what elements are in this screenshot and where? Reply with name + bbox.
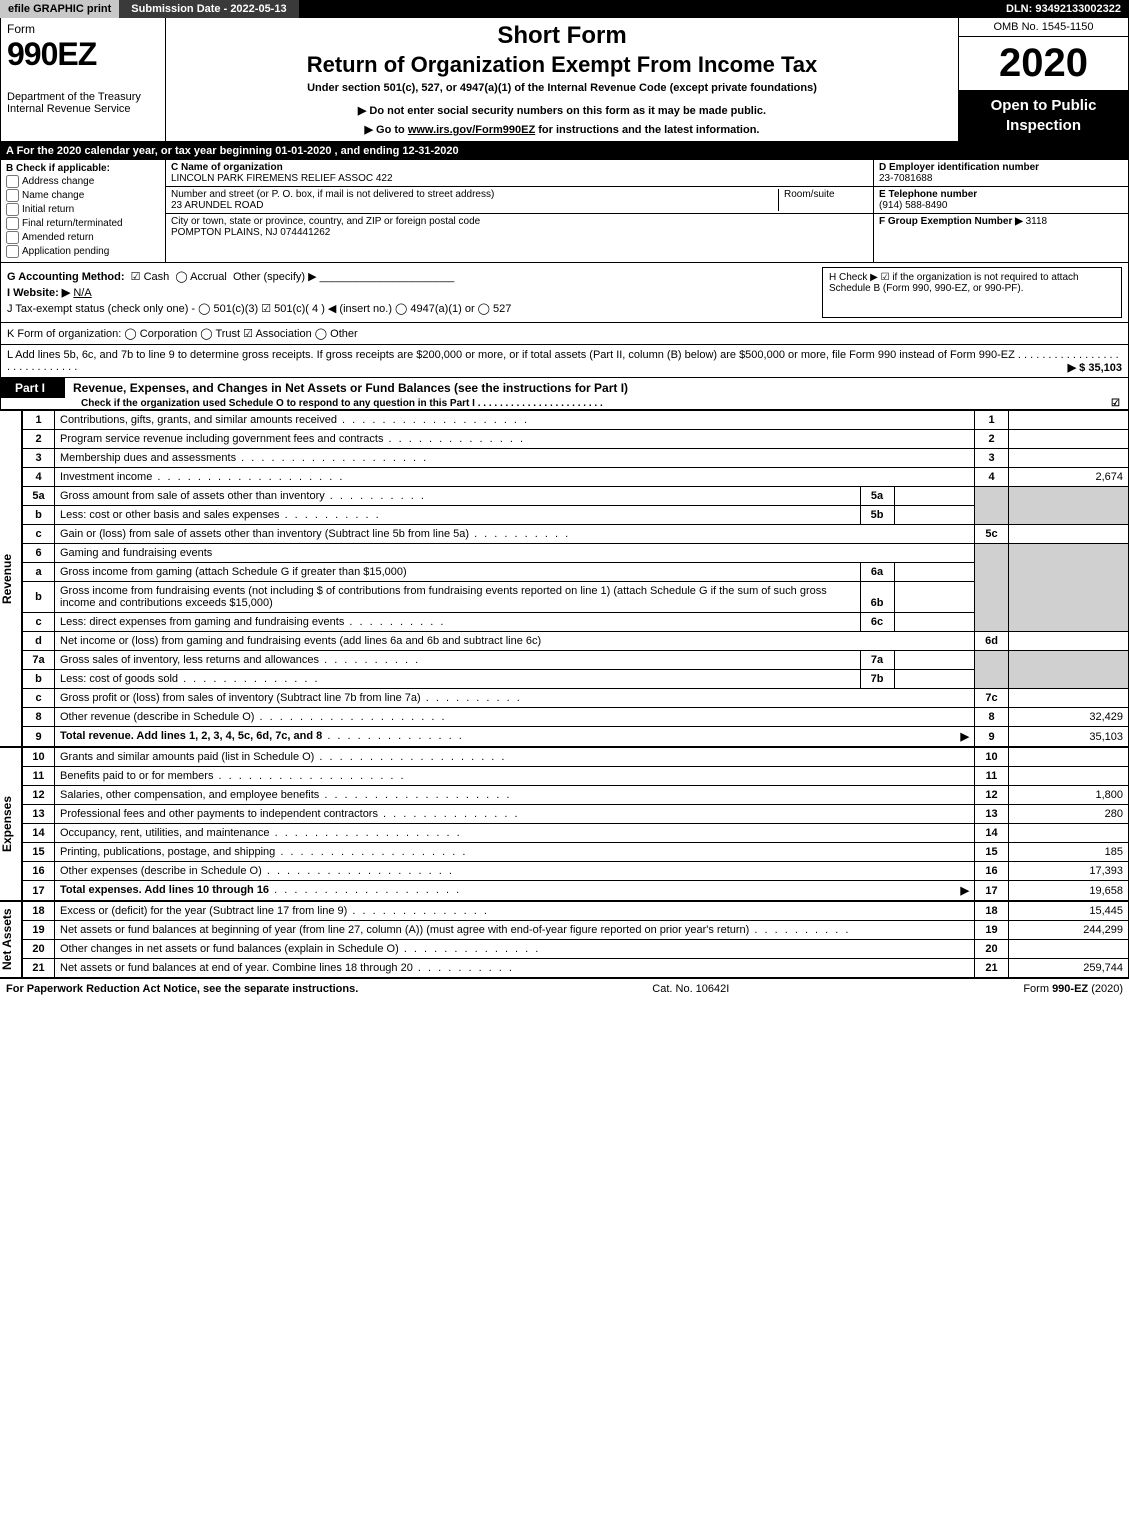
line-k: K Form of organization: ◯ Corporation ◯ … [0, 323, 1129, 345]
group-label: F Group Exemption Number ▶ [879, 216, 1023, 227]
val-1 [1009, 411, 1129, 430]
tax-period: A For the 2020 calendar year, or tax yea… [0, 142, 1129, 160]
cb-final-return[interactable]: Final return/terminated [6, 217, 160, 230]
org-name-label: C Name of organization [171, 162, 283, 173]
top-bar: efile GRAPHIC print Submission Date - 20… [0, 0, 1129, 18]
cb-application-pending[interactable]: Application pending [6, 245, 160, 258]
form-header: Form 990EZ Department of the Treasury In… [0, 18, 1129, 142]
dln: DLN: 93492133002322 [998, 0, 1129, 18]
val-7c [1009, 689, 1129, 708]
val-4: 2,674 [1009, 468, 1129, 487]
val-15: 185 [1009, 843, 1129, 862]
box-c: C Name of organization LINCOLN PARK FIRE… [166, 160, 873, 262]
city: POMPTON PLAINS, NJ 074441262 [171, 227, 330, 238]
val-16: 17,393 [1009, 862, 1129, 881]
info-g-to-l: G Accounting Method: ☑ Cash ◯ Accrual Ot… [0, 263, 1129, 323]
department: Department of the Treasury Internal Reve… [7, 91, 159, 115]
form-version: Form 990-EZ (2020) [1023, 983, 1123, 995]
val-8: 32,429 [1009, 708, 1129, 727]
part-1-title: Revenue, Expenses, and Changes in Net As… [65, 381, 628, 395]
irs-link[interactable]: www.irs.gov/Form990EZ [408, 124, 535, 136]
return-title: Return of Organization Exempt From Incom… [172, 52, 952, 78]
val-6d [1009, 632, 1129, 651]
efile-print[interactable]: efile GRAPHIC print [0, 0, 119, 18]
val-20 [1009, 940, 1129, 959]
street: 23 ARUNDEL ROAD [171, 200, 263, 211]
expenses-table: 10Grants and similar amounts paid (list … [22, 747, 1129, 901]
line-h: H Check ▶ ☑ if the organization is not r… [822, 267, 1122, 318]
cb-address-change[interactable]: Address change [6, 175, 160, 188]
val-3 [1009, 449, 1129, 468]
val-12: 1,800 [1009, 786, 1129, 805]
line-i: I Website: ▶ N/A [7, 286, 822, 299]
val-10 [1009, 748, 1129, 767]
part-1-label: Part I [1, 378, 65, 398]
net-assets-side-label: Net Assets [0, 901, 22, 978]
part-1-checkbox[interactable]: ☑ [1111, 398, 1128, 409]
tax-year: 2020 [959, 37, 1128, 90]
catalog-number: Cat. No. 10642I [652, 983, 729, 995]
val-13: 280 [1009, 805, 1129, 824]
telephone: (914) 588-8490 [879, 200, 947, 211]
omb-number: OMB No. 1545-1150 [959, 18, 1128, 37]
city-label: City or town, state or province, country… [171, 216, 480, 227]
net-assets-table: 18Excess or (deficit) for the year (Subt… [22, 901, 1129, 978]
part-1-header: Part I Revenue, Expenses, and Changes in… [1, 378, 1128, 398]
group-number: 3118 [1026, 216, 1048, 227]
val-18: 15,445 [1009, 902, 1129, 921]
val-11 [1009, 767, 1129, 786]
page-footer: For Paperwork Reduction Act Notice, see … [0, 978, 1129, 999]
gross-receipts-amount: ▶ $ 35,103 [1068, 361, 1122, 374]
part-1-sub: Check if the organization used Schedule … [1, 398, 1128, 409]
revenue-side-label: Revenue [0, 410, 22, 747]
box-d-e-f: D Employer identification number 23-7081… [873, 160, 1128, 262]
website-value: N/A [73, 287, 91, 299]
org-info-section: B Check if applicable: Address change Na… [0, 160, 1129, 263]
val-9: 35,103 [1009, 727, 1129, 747]
cb-name-change[interactable]: Name change [6, 189, 160, 202]
room-suite-label: Room/suite [778, 189, 868, 211]
cb-amended-return[interactable]: Amended return [6, 231, 160, 244]
box-b-title: B Check if applicable: [6, 163, 160, 174]
line-j: J Tax-exempt status (check only one) - ◯… [7, 302, 822, 315]
ssn-warning: ▶ Do not enter social security numbers o… [172, 104, 952, 117]
val-5c [1009, 525, 1129, 544]
box-b: B Check if applicable: Address change Na… [1, 160, 166, 262]
paperwork-notice: For Paperwork Reduction Act Notice, see … [6, 983, 358, 995]
cb-initial-return[interactable]: Initial return [6, 203, 160, 216]
org-name: LINCOLN PARK FIREMENS RELIEF ASSOC 422 [171, 173, 393, 184]
val-19: 244,299 [1009, 921, 1129, 940]
val-17: 19,658 [1009, 881, 1129, 901]
line-l: L Add lines 5b, 6c, and 7b to line 9 to … [0, 345, 1129, 378]
form-number: 990EZ [7, 36, 159, 73]
submission-date: Submission Date - 2022-05-13 [119, 0, 298, 18]
val-14 [1009, 824, 1129, 843]
street-label: Number and street (or P. O. box, if mail… [171, 189, 494, 200]
under-section: Under section 501(c), 527, or 4947(a)(1)… [172, 82, 952, 94]
form-label: Form [7, 22, 159, 36]
val-21: 259,744 [1009, 959, 1129, 978]
expenses-side-label: Expenses [0, 747, 22, 901]
ein-label: D Employer identification number [879, 162, 1039, 173]
open-to-public: Open to Public Inspection [959, 90, 1128, 141]
goto-line: ▶ Go to www.irs.gov/Form990EZ for instru… [172, 123, 952, 136]
revenue-table: 1Contributions, gifts, grants, and simil… [22, 410, 1129, 747]
val-2 [1009, 430, 1129, 449]
ein: 23-7081688 [879, 173, 932, 184]
tel-label: E Telephone number [879, 189, 977, 200]
line-g: G Accounting Method: ☑ Cash ◯ Accrual Ot… [7, 270, 822, 283]
short-form-title: Short Form [172, 22, 952, 50]
